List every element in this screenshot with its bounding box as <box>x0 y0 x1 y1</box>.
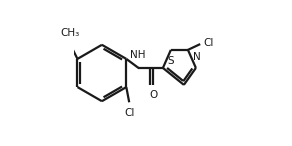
Text: N: N <box>193 52 201 62</box>
Text: O: O <box>150 90 158 100</box>
Text: Cl: Cl <box>204 38 214 48</box>
Text: Cl: Cl <box>124 108 134 118</box>
Text: S: S <box>168 56 175 66</box>
Text: CH₃: CH₃ <box>60 28 79 38</box>
Text: NH: NH <box>130 50 145 60</box>
